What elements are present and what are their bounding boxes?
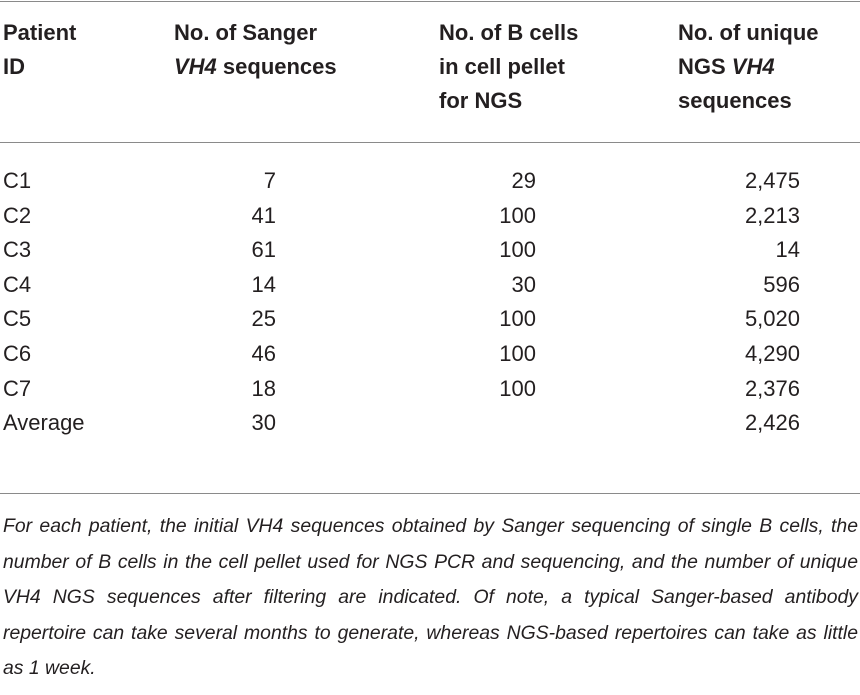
cell-bcell-count: 100 — [499, 375, 536, 401]
header-ngs-line3: sequences — [678, 88, 792, 113]
cell-sanger-count: 7 — [263, 168, 276, 193]
header-ngs-gene: VH4 — [731, 54, 775, 79]
table-row: C6 46 100 4,290 — [0, 337, 860, 372]
header-patient-id: Patient ID — [3, 16, 143, 84]
table-row-average: Average 30 2,426 — [0, 406, 860, 441]
cell-bcell-count: 100 — [499, 306, 536, 332]
cell-sanger-count: 30 — [251, 410, 276, 436]
table-row: C3 61 100 14 — [0, 233, 860, 268]
header-sanger-line2: VH4 sequences — [174, 50, 414, 84]
cell-patient-id: C4 — [3, 271, 32, 297]
table-header-rule — [0, 142, 860, 143]
cell-bcell-count: 30 — [511, 271, 536, 297]
cell-ngs-count: 2,426 — [744, 410, 800, 436]
cell-bcell-count: 100 — [499, 202, 536, 228]
header-bcells-line3: for NGS — [439, 88, 523, 113]
table-bottom-rule — [0, 493, 860, 494]
header-ngs-plain: NGS — [678, 54, 732, 79]
cell-patient-id: C7 — [3, 375, 32, 401]
header-bcells-line1: No. of B cells — [439, 20, 579, 45]
cell-sanger-count: 61 — [251, 237, 276, 263]
table-footnote: For each patient, the initial VH4 sequen… — [3, 515, 858, 679]
cell-ngs-count: 2,475 — [744, 168, 800, 193]
header-sanger-rest: sequences — [216, 54, 337, 79]
header-ngs-line1: No. of unique — [678, 20, 819, 45]
table-top-rule — [0, 1, 860, 2]
table-row: C2 41 100 2,213 — [0, 199, 860, 234]
cell-patient-id: C3 — [3, 237, 32, 263]
cell-ngs-count: 4,290 — [744, 340, 800, 366]
cell-sanger-count: 41 — [251, 202, 276, 228]
cell-patient-id: Average — [3, 410, 85, 436]
cell-sanger-count: 18 — [251, 375, 276, 401]
cell-patient-id: C5 — [3, 306, 32, 332]
header-bcells-line2: in cell pellet — [439, 54, 565, 79]
header-ngs-sequences: No. of unique NGS VH4 sequences — [678, 16, 858, 118]
cell-sanger-count: 46 — [251, 340, 276, 366]
header-patient-id-line2: ID — [3, 54, 25, 79]
cell-bcell-count: 100 — [499, 340, 536, 366]
table-row: C7 18 100 2,376 — [0, 372, 860, 407]
header-patient-id-line1: Patient — [3, 20, 77, 45]
cell-bcell-count: 100 — [499, 237, 536, 263]
table-body: C1 7 29 2,475 C2 41 100 2,213 C3 61 100 … — [0, 164, 860, 441]
cell-sanger-count: 25 — [251, 306, 276, 332]
table-row: C4 14 30 596 — [0, 268, 860, 303]
table-row: C5 25 100 5,020 — [0, 302, 860, 337]
cell-patient-id: C6 — [3, 340, 32, 366]
table-row: C1 7 29 2,475 — [0, 164, 860, 199]
header-sanger-gene: VH4 — [174, 54, 217, 79]
header-sanger-line1: No. of Sanger — [174, 20, 318, 45]
cell-ngs-count: 5,020 — [744, 306, 800, 332]
header-b-cells: No. of B cells in cell pellet for NGS — [439, 16, 659, 118]
cell-bcell-count: 29 — [511, 168, 536, 193]
cell-ngs-count: 2,376 — [744, 375, 800, 401]
cell-patient-id: C1 — [3, 168, 32, 193]
cell-ngs-count: 2,213 — [744, 202, 800, 228]
cell-ngs-count: 596 — [763, 271, 800, 297]
header-ngs-line2: NGS VH4 — [678, 50, 858, 84]
header-sanger-sequences: No. of Sanger VH4 sequences — [174, 16, 414, 84]
cell-sanger-count: 14 — [251, 271, 276, 297]
cell-patient-id: C2 — [3, 202, 32, 228]
cell-ngs-count: 14 — [775, 237, 800, 263]
